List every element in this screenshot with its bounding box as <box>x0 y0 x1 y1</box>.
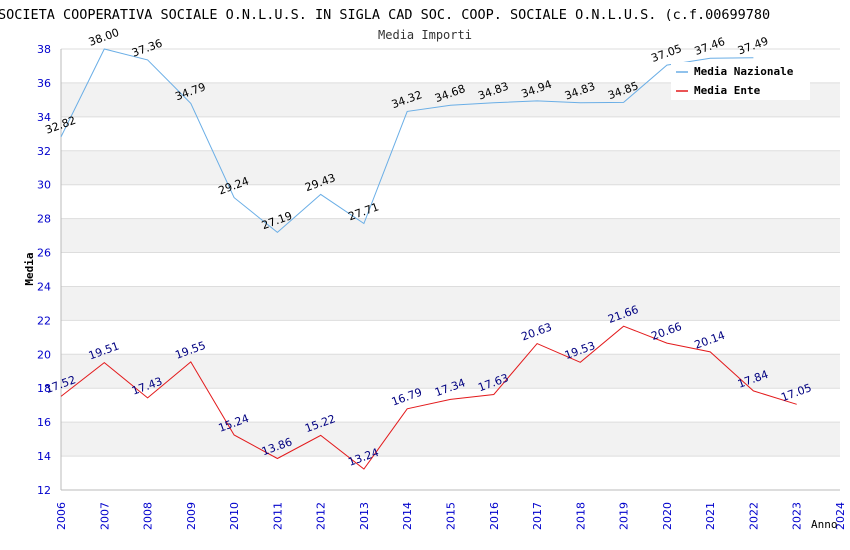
y-tick-label: 12 <box>37 484 51 497</box>
y-tick-label: 32 <box>37 145 51 158</box>
y-axis-title: Media <box>23 252 36 285</box>
x-axis-title: Anno <box>811 518 838 531</box>
data-label: 38.00 <box>87 26 121 49</box>
data-label: 37.46 <box>693 35 727 58</box>
x-tick-label: 2013 <box>358 502 371 530</box>
y-tick-label: 36 <box>37 77 51 90</box>
series-line-0 <box>60 48 754 234</box>
data-label: 20.63 <box>520 320 554 343</box>
x-tick-label: 2010 <box>228 502 241 530</box>
plot-band <box>61 422 840 457</box>
x-tick-label: 2011 <box>271 502 284 530</box>
y-tick-label: 38 <box>37 43 51 56</box>
data-label: 16.79 <box>390 386 424 409</box>
y-tick-label: 30 <box>37 179 51 192</box>
x-tick-label: 2019 <box>618 502 631 530</box>
data-label: 37.36 <box>130 37 164 60</box>
x-tick-labels: 2006 2007 2008 2009 2010 2011 2012 2013 2014 2015… <box>55 502 847 530</box>
x-tick-label: 2020 <box>661 502 674 530</box>
y-tick-label: 34 <box>37 111 51 124</box>
x-tick-label: 2012 <box>315 502 328 530</box>
x-tick-label: 2015 <box>445 502 458 530</box>
x-tick-label: 2017 <box>531 502 544 530</box>
x-tick-label: 2022 <box>747 502 760 530</box>
x-tick-label: 2023 <box>791 502 804 530</box>
series-line-1 <box>60 325 797 470</box>
x-tick-label: 2006 <box>55 502 68 530</box>
grid-lines <box>61 48 840 491</box>
x-tick-label: 2009 <box>185 502 198 530</box>
x-tick-label: 2016 <box>488 502 501 530</box>
y-tick-label: 22 <box>37 314 51 327</box>
legend-label-media-ente: Media Ente <box>694 84 761 97</box>
x-tick-label: 2018 <box>574 502 587 530</box>
plot-band <box>61 286 840 321</box>
legend-label-media-nazionale: Media Nazionale <box>694 65 794 78</box>
x-tick-label: 2014 <box>401 502 414 530</box>
plot-band <box>61 354 840 389</box>
y-tick-label: 18 <box>37 382 51 395</box>
y-tick-label: 16 <box>37 416 51 429</box>
y-tick-label: 20 <box>37 348 51 361</box>
x-tick-label: 2024 <box>834 502 847 530</box>
plot-band <box>61 150 840 185</box>
y-tick-label: 28 <box>37 213 51 226</box>
chart-title: SOCIETA COOPERATIVA SOCIALE O.N.L.U.S. I… <box>0 7 770 23</box>
y-tick-labels: 12 14 16 18 20 22 24 26 28 30 32 34 36 38 <box>37 43 51 497</box>
y-tick-label: 26 <box>37 247 51 260</box>
data-label: 37.49 <box>736 34 770 57</box>
data-label: 37.05 <box>649 42 683 65</box>
data-label: 20.66 <box>649 320 683 343</box>
plot-band <box>61 218 840 253</box>
y-tick-label: 14 <box>37 450 51 463</box>
x-tick-label: 2008 <box>142 502 155 530</box>
chart-subtitle: Media Importi <box>378 28 472 42</box>
plot-bands <box>61 82 840 457</box>
series-lines <box>60 48 797 470</box>
x-tick-label: 2007 <box>98 502 111 530</box>
data-label: 20.14 <box>693 329 727 352</box>
x-tick-label: 2021 <box>704 502 717 530</box>
y-tick-label: 24 <box>37 280 51 293</box>
legend-box <box>671 62 810 100</box>
